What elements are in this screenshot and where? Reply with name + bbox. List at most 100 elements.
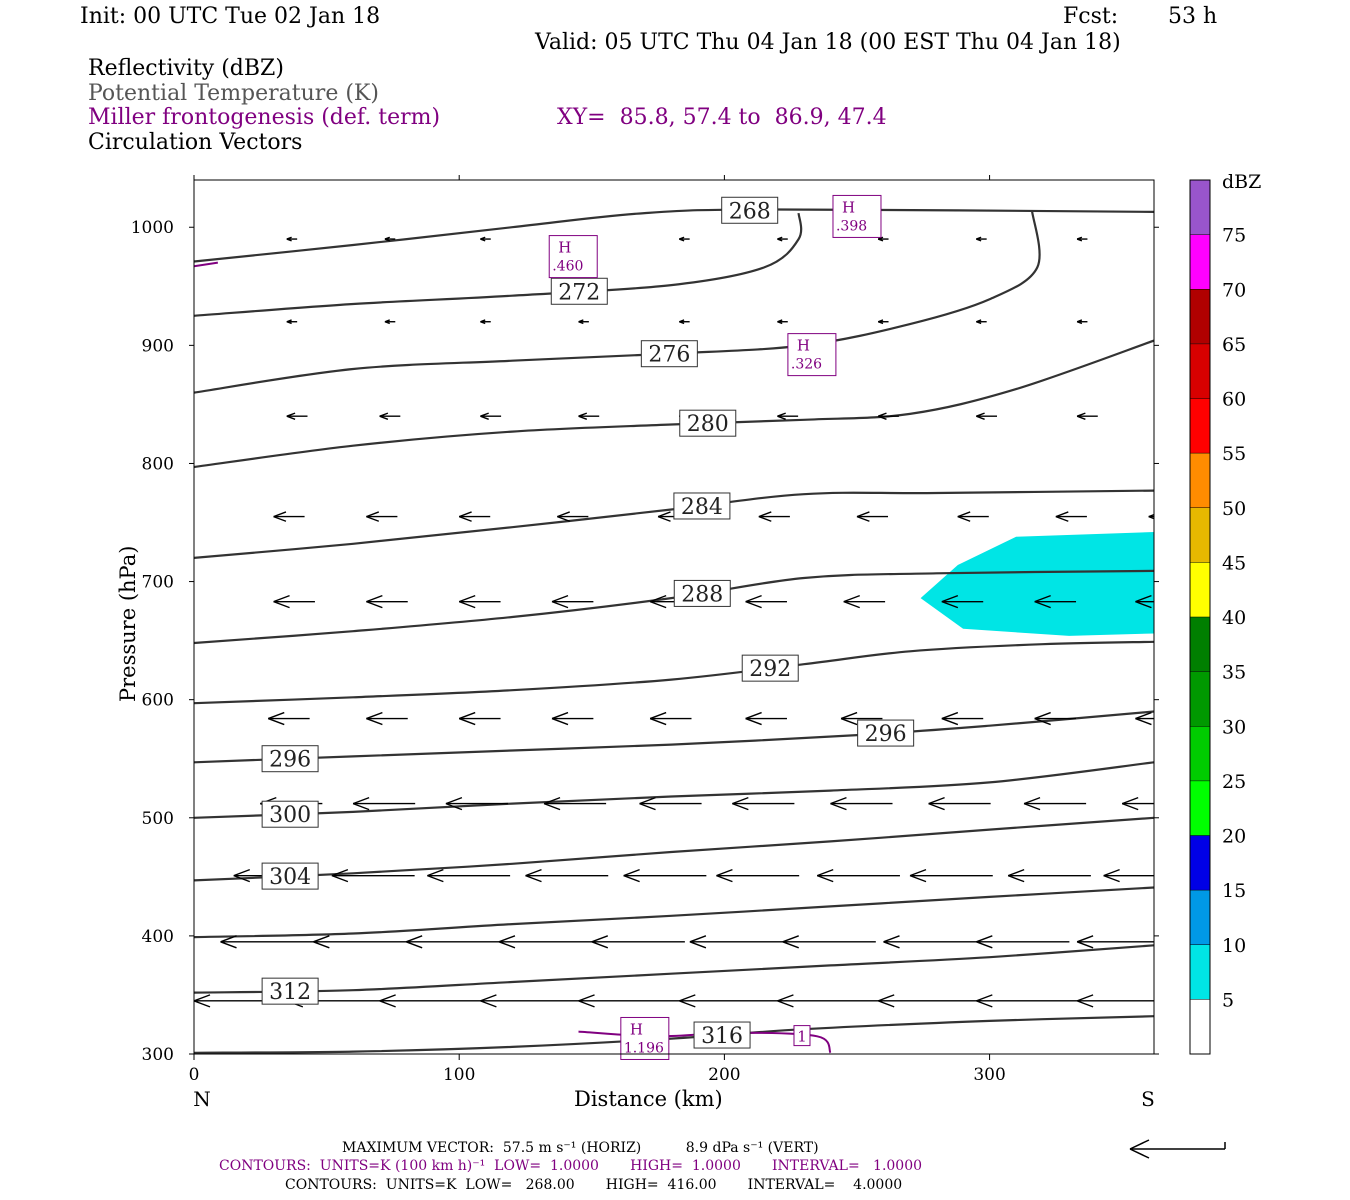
colorbar-swatch [1190, 890, 1210, 945]
circulation-vector [679, 319, 690, 325]
circulation-vector [976, 319, 987, 325]
colorbar-label-70: 70 [1222, 279, 1246, 301]
x-tick-label-300: 300 [973, 1065, 1005, 1085]
circulation-vector [1076, 935, 1154, 949]
circulation-vector [856, 511, 889, 522]
circulation-vector [877, 412, 899, 420]
colorbar-label-30: 30 [1222, 716, 1246, 738]
circulation-vector [1034, 711, 1077, 726]
theta-contour-label-box [741, 654, 799, 682]
legend-miller-frontogenesis: Miller frontogenesis (def. term) [88, 105, 441, 130]
colorbar-label-5: 5 [1222, 989, 1234, 1011]
colorbar-label-50: 50 [1222, 498, 1246, 520]
colorbar-swatch [1190, 234, 1210, 290]
y-tick-label-500: 500 [142, 809, 174, 829]
y-axis-label: Pressure (hPa) [116, 546, 140, 702]
circulation-vector [525, 869, 609, 883]
theta-contour-info: CONTOURS: UNITS=K LOW= 268.00 HIGH= 416.… [285, 1177, 903, 1193]
theta-contour-label-296: 296 [269, 748, 311, 773]
theta-contour-label-280: 280 [687, 412, 729, 437]
circulation-vector [1148, 513, 1154, 520]
miller-contour-info: CONTOURS: UNITS=K (100 km h)⁻¹ LOW= 1.00… [219, 1158, 923, 1174]
theta-contour-300 [194, 761, 1154, 819]
circulation-vector [273, 594, 315, 609]
theta-contour-label-box [261, 800, 319, 828]
circulation-vector [498, 935, 593, 949]
miller-max-label: H [797, 337, 810, 355]
circulation-vector [976, 236, 987, 242]
theta-contour-label-box [693, 1021, 751, 1049]
circulation-vector [745, 594, 787, 609]
plot-frame [193, 179, 1155, 1055]
theta-contour-284 [194, 489, 1154, 559]
circulation-vector [313, 935, 407, 949]
theta-contour-label-316: 316 [701, 1024, 743, 1049]
x-axis-label: Distance (km) [574, 1087, 723, 1111]
circulation-vector [273, 511, 305, 522]
circulation-vector [957, 511, 989, 522]
miller-max-box [620, 1016, 670, 1060]
miller-max-value: .326 [791, 357, 822, 373]
miller-max-value: .460 [552, 259, 583, 275]
legend-potential-temperature: Potential Temperature (K) [88, 81, 379, 106]
theta-contour-272 [194, 212, 803, 317]
circulation-vector [679, 236, 690, 242]
circulation-vector [543, 796, 607, 811]
miller-max-label: H [842, 198, 855, 216]
circulation-vector [840, 711, 883, 726]
circulation-vector [883, 935, 977, 949]
miller-max-box [832, 194, 882, 238]
circulation-vector [366, 711, 408, 726]
theta-contour-label-box [261, 862, 319, 890]
circulation-vector [877, 319, 889, 325]
colorbar-swatch [1190, 562, 1210, 617]
circulation-vector [976, 412, 998, 420]
theta-contour-label-272: 272 [558, 280, 600, 305]
circulation-vector [649, 711, 692, 726]
maximum-vector-text: MAXIMUM VECTOR: 57.5 m s⁻¹ (HORIZ) 8.9 d… [342, 1140, 819, 1156]
reference-vector-arrow [1129, 1139, 1226, 1159]
circulation-vector [268, 711, 310, 726]
circulation-vector [458, 594, 501, 609]
theta-contour-label-box [673, 492, 731, 520]
theta-contour-label-268: 268 [729, 199, 771, 224]
colorbar-label-15: 15 [1222, 880, 1246, 902]
circulation-vector [1121, 796, 1154, 811]
circulation-vector [557, 511, 589, 522]
y-tick-label-700: 700 [142, 573, 174, 593]
circulation-vector [1103, 869, 1154, 883]
theta-contour-label-300: 300 [269, 803, 311, 828]
circulation-vector [732, 796, 795, 811]
circulation-vector [1076, 236, 1088, 242]
circulation-vector [352, 796, 416, 811]
colorbar-label-20: 20 [1222, 826, 1246, 848]
circulation-vector [1076, 412, 1098, 420]
colorbar-label-65: 65 [1222, 334, 1246, 356]
circulation-vector [445, 796, 508, 811]
theta-contour-316 [194, 1015, 1154, 1054]
circulation-vector [578, 412, 600, 420]
theta-contour-label-288: 288 [681, 582, 723, 607]
theta-contour-label-276: 276 [648, 343, 690, 368]
theta-contour-292 [194, 640, 1154, 705]
forecast-label: Fcst: [1063, 4, 1119, 29]
right-endpoint-label: S [1141, 1087, 1155, 1111]
colorbar-swatch [1190, 180, 1210, 235]
circulation-vector [405, 935, 500, 949]
circulation-vector [745, 711, 787, 726]
y-tick-label-900: 900 [142, 336, 174, 356]
circulation-vector [941, 711, 984, 726]
circulation-vector [976, 994, 1080, 1008]
circulation-vector [941, 594, 984, 609]
theta-contour-312 [194, 944, 1154, 994]
circulation-vector [480, 994, 584, 1008]
circulation-vector [591, 935, 685, 949]
theta-contour-296 [194, 710, 1154, 764]
colorbar-swatch [1190, 507, 1210, 563]
circulation-vector [1023, 796, 1087, 811]
circulation-vector [716, 869, 800, 883]
colorbar-swatch [1190, 835, 1210, 891]
circulation-vector [551, 594, 594, 609]
circulation-vector [909, 869, 993, 883]
miller-contour-label-box [793, 1025, 811, 1047]
